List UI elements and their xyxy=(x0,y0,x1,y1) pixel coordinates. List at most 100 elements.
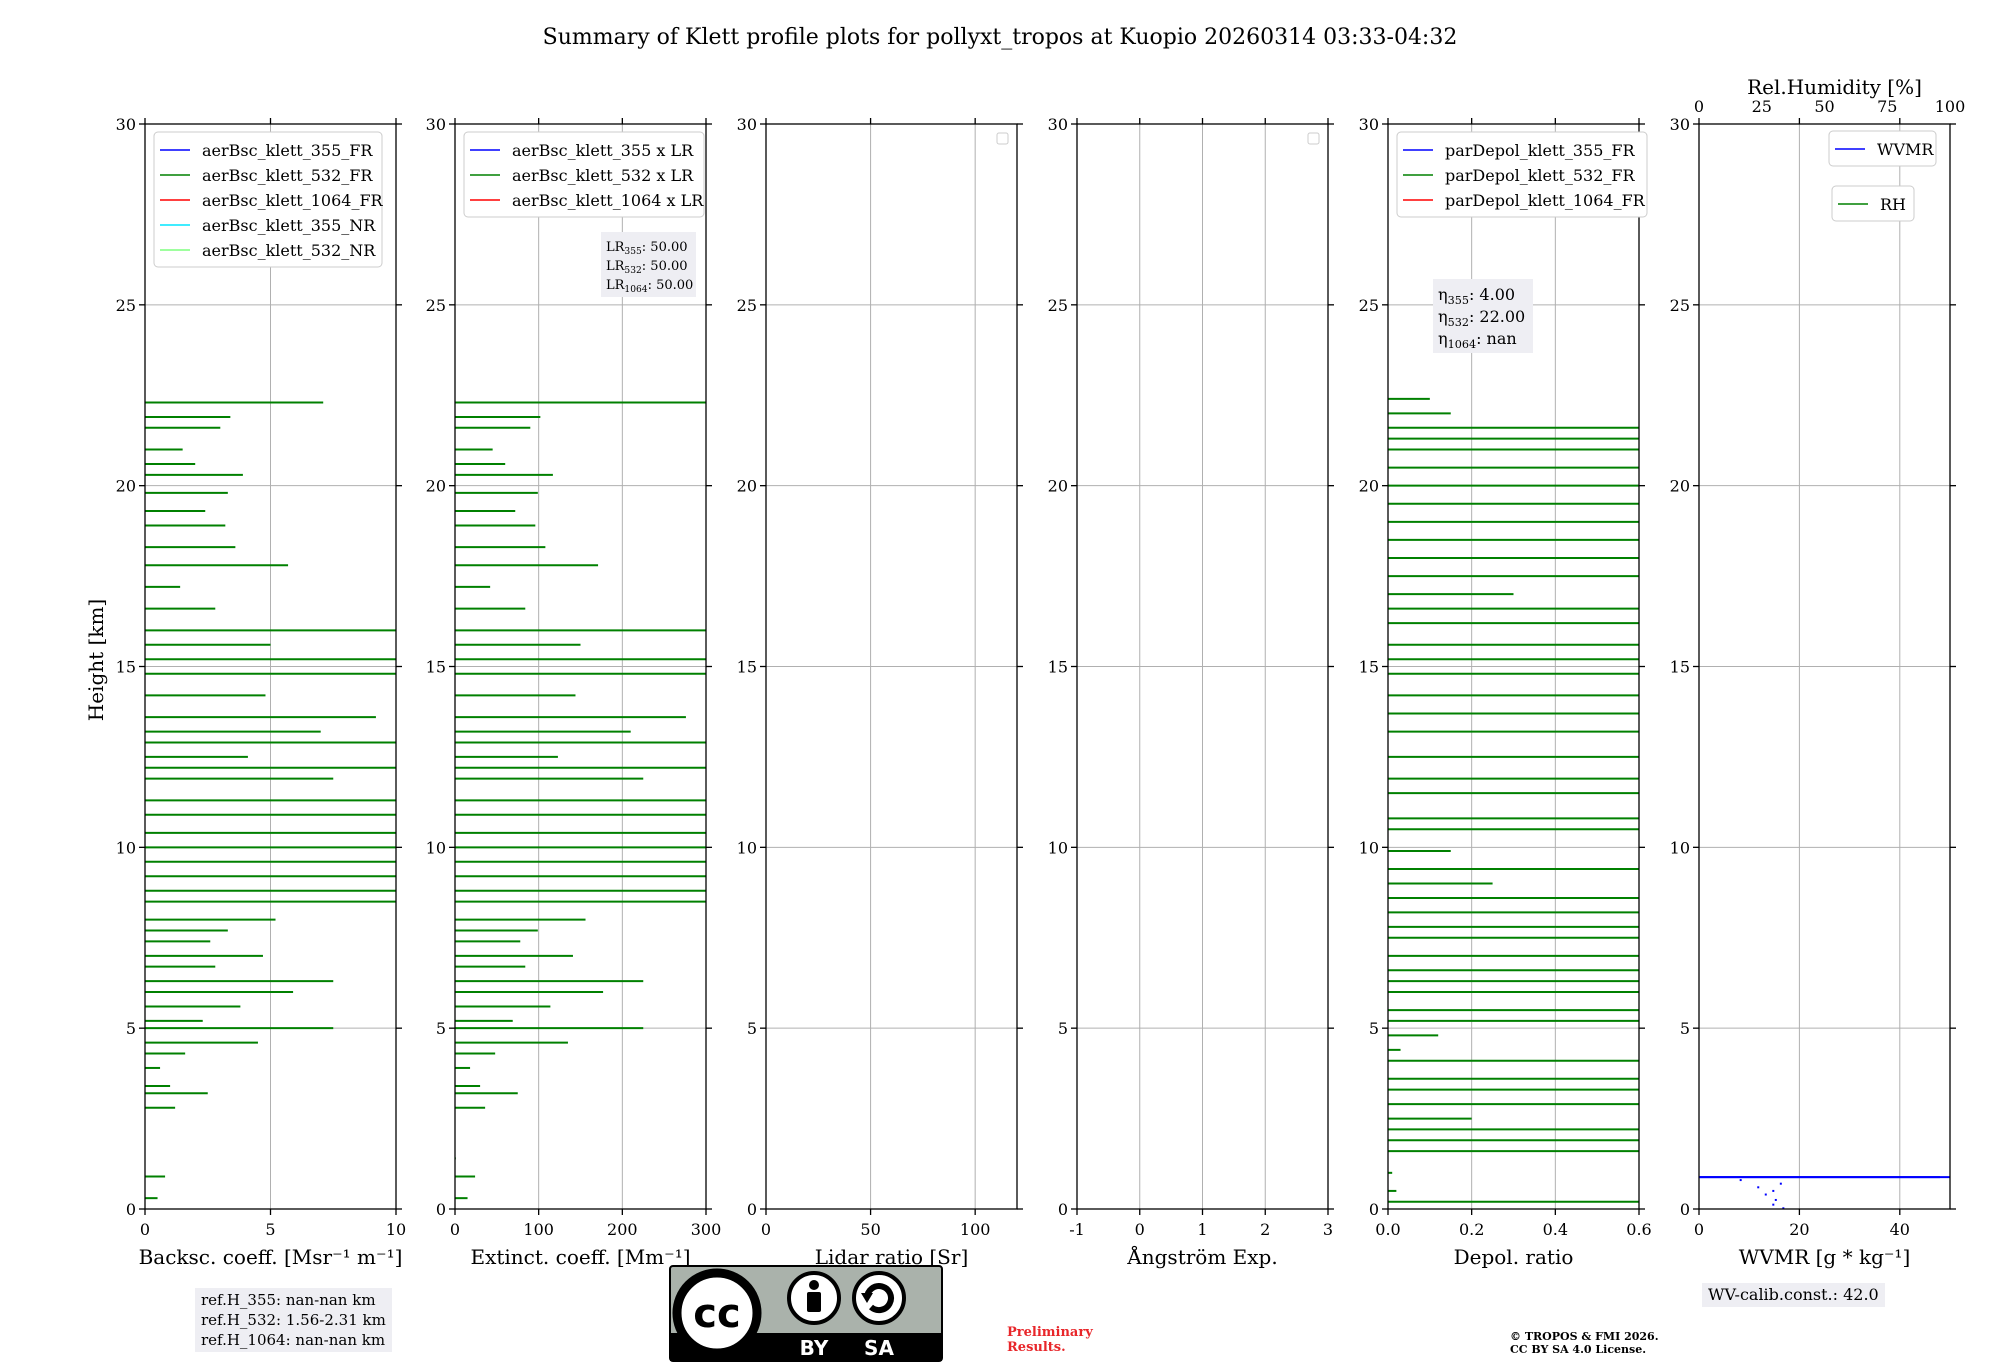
x-tick-label: 3 xyxy=(1323,1220,1333,1239)
x-tick-label: 50 xyxy=(860,1220,880,1239)
annotation-line: LR1064: 50.00 xyxy=(606,278,693,295)
legend-label: parDepol_klett_355_FR xyxy=(1445,141,1636,160)
top-tick-label: 50 xyxy=(1814,97,1834,116)
legend-frame xyxy=(463,131,705,218)
ref-height-355: ref.H_355: nan-nan km xyxy=(201,1291,376,1309)
top-tick-label: 25 xyxy=(1752,97,1772,116)
ref-height-1064: ref.H_1064: nan-nan km xyxy=(201,1331,386,1349)
preliminary-results-note: Preliminary Results. xyxy=(1007,1325,1093,1355)
lidar-ratio-box: LR355: 50.00 LR532: 50.00 LR1064: 50.00 xyxy=(601,232,696,297)
annotation-line: LR532: 50.00 xyxy=(606,259,688,276)
x-axis-label: WVMR [g * kg⁻¹] xyxy=(1739,1245,1911,1269)
panel-bsc: 0 5 10 15 20 25 30 0 5 10 Backsc. coeff. [Msr⁻¹ m⁻… xyxy=(116,115,407,1269)
top-tick-label: 100 xyxy=(1935,97,1966,116)
top-tick-label: 0 xyxy=(1694,97,1704,116)
x-tick-label: 1 xyxy=(1197,1220,1207,1239)
x-tick-label: -1 xyxy=(1069,1220,1085,1239)
y-tick-label: 30 xyxy=(1670,115,1690,134)
x-tick-label: 0 xyxy=(1135,1220,1145,1239)
y-tick-label: 10 xyxy=(737,838,757,857)
y-tick-label: 0 xyxy=(1369,1200,1379,1219)
license-line: CC BY SA 4.0 License. xyxy=(1510,1343,1647,1356)
y-tick-label: 20 xyxy=(737,477,757,496)
legend: aerBsc_klett_355_FR aerBsc_klett_532_FRae… xyxy=(153,131,384,268)
y-tick-label: 25 xyxy=(1670,296,1690,315)
x-tick-label: 200 xyxy=(607,1220,638,1239)
legend-label: parDepol_klett_1064_FR xyxy=(1445,191,1646,210)
y-tick-label: 30 xyxy=(426,115,446,134)
legend-label: aerBsc_klett_532 x LR xyxy=(512,166,694,185)
annotation-frame xyxy=(601,232,696,297)
cc-logo-icon xyxy=(672,1268,762,1358)
y-tick-label: 0 xyxy=(1058,1200,1068,1219)
x-tick-label: 2 xyxy=(1260,1220,1270,1239)
legend-label: aerBsc_klett_1064 x LR xyxy=(512,191,704,210)
wv-calib-box: WV-calib.const.: 42.0 xyxy=(1702,1283,1885,1307)
y-tick-label: 5 xyxy=(1058,1019,1068,1038)
y-tick-label: 15 xyxy=(1670,658,1690,677)
top-axis-label: Rel.Humidity [%] xyxy=(1747,75,1922,99)
y-tick-label: 30 xyxy=(116,115,136,134)
legend-label: aerBsc_klett_532_FR xyxy=(202,166,373,185)
series-parDepol_klett_532_FR xyxy=(1388,397,1639,1203)
x-tick-label: 5 xyxy=(265,1220,275,1239)
y-tick-label: 15 xyxy=(1048,658,1068,677)
y-tick-label: 5 xyxy=(747,1019,757,1038)
by-label: BY xyxy=(800,1336,829,1360)
x-axis-label: Backsc. coeff. [Msr⁻¹ m⁻¹] xyxy=(139,1245,403,1269)
x-tick-label: 0 xyxy=(450,1220,460,1239)
y-tick-label: 25 xyxy=(1048,296,1068,315)
y-tick-label: 25 xyxy=(426,296,446,315)
x-tick-label: 10 xyxy=(386,1220,406,1239)
series-WVMR xyxy=(1739,1179,1785,1210)
annotation-line: η355: 4.00 xyxy=(1438,285,1515,307)
y-tick-label: 15 xyxy=(1359,658,1379,677)
annotation-line: η532: 22.00 xyxy=(1438,307,1525,329)
y-tick-label: 20 xyxy=(1359,477,1379,496)
x-tick-label: 40 xyxy=(1890,1220,1910,1239)
y-tick-label: 25 xyxy=(1359,296,1379,315)
legend-label: aerBsc_klett_355 x LR xyxy=(512,141,694,160)
y-tick-label: 5 xyxy=(1680,1019,1690,1038)
y-tick-label: 5 xyxy=(1369,1019,1379,1038)
y-tick-label: 30 xyxy=(1359,115,1379,134)
y-tick-label: 0 xyxy=(436,1200,446,1219)
series-aerBsc_klett_532_FR xyxy=(145,401,396,1200)
reference-height-box: ref.H_355: nan-nan km ref.H_532: 1.56-2.… xyxy=(195,1288,392,1352)
y-axis-label: Height [km] xyxy=(84,599,108,721)
legend-frame xyxy=(153,131,383,268)
legend-frame xyxy=(1396,131,1648,218)
y-tick-label: 15 xyxy=(737,658,757,677)
y-tick-label: 30 xyxy=(737,115,757,134)
x-axis-label: Ångström Exp. xyxy=(1126,1244,1277,1269)
y-tick-label: 5 xyxy=(126,1019,136,1038)
x-tick-label: 0.4 xyxy=(1543,1220,1568,1239)
copyright-line: © TROPOS & FMI 2026. xyxy=(1510,1330,1659,1343)
y-tick-label: 10 xyxy=(1670,838,1690,857)
legend: parDepol_klett_355_FR parDepol_klett_532_… xyxy=(1396,131,1648,218)
legend: WVMR xyxy=(1828,130,1937,167)
y-tick-label: 20 xyxy=(1670,477,1690,496)
figure-title: Summary of Klett profile plots for polly… xyxy=(543,25,1458,50)
y-tick-label: 5 xyxy=(436,1019,446,1038)
x-tick-label: 0.6 xyxy=(1626,1220,1651,1239)
x-tick-label: 100 xyxy=(523,1220,554,1239)
ref-height-532: ref.H_532: 1.56-2.31 km xyxy=(201,1311,386,1329)
legend: RH xyxy=(1831,185,1915,222)
empty-legend xyxy=(996,132,1009,145)
y-tick-label: 15 xyxy=(426,658,446,677)
legend-frame xyxy=(1828,130,1937,167)
sa-label: SA xyxy=(864,1336,894,1360)
cc-logo-text: cc xyxy=(693,1291,740,1337)
y-tick-label: 30 xyxy=(1048,115,1068,134)
legend-label: aerBsc_klett_1064_FR xyxy=(202,191,384,210)
legend-label: aerBsc_klett_355_FR xyxy=(202,141,373,160)
x-tick-label: 300 xyxy=(691,1220,722,1239)
y-tick-label: 0 xyxy=(747,1200,757,1219)
legend-frame xyxy=(1831,185,1915,222)
